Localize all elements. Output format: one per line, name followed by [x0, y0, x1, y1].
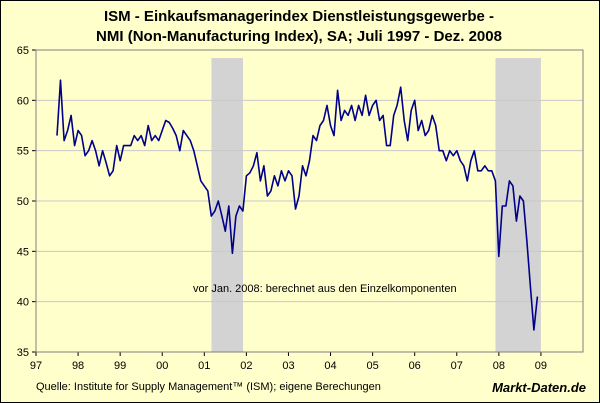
chart-title-line-2: NMI (Non-Manufacturing Index), SA; Juli …	[96, 28, 502, 45]
plot-border	[35, 49, 584, 353]
x-tick-label-97: 97	[30, 360, 42, 372]
y-tick-label-60: 60	[17, 95, 29, 107]
x-tick-label-00: 00	[156, 360, 168, 372]
x-tick-label-06: 06	[409, 360, 421, 372]
x-tick-label-02: 02	[240, 360, 252, 372]
y-tick-label-45: 45	[17, 246, 29, 258]
x-tick-label-98: 98	[72, 360, 84, 372]
x-tick-label-04: 04	[324, 360, 336, 372]
y-tick-label-65: 65	[17, 45, 29, 57]
x-tick-label-08: 08	[493, 360, 505, 372]
y-tick-label-50: 50	[17, 196, 29, 208]
x-tick-label-01: 01	[198, 360, 210, 372]
x-tick-label-99: 99	[114, 360, 126, 372]
y-tick-label-55: 55	[17, 146, 29, 158]
x-tick-label-07: 07	[451, 360, 463, 372]
source-note: Quelle: Institute for Supply Management™…	[36, 381, 381, 393]
chart-title-line-1: ISM - Einkaufsmanagerindex Dienstleistun…	[103, 8, 495, 25]
x-tick-label-05: 05	[366, 360, 378, 372]
y-tick-label-35: 35	[17, 347, 29, 359]
brand-logo-text: Markt-Daten.de	[492, 380, 586, 395]
x-tick-label-03: 03	[282, 360, 294, 372]
annotation-note: vor Jan. 2008: berechnet aus den Einzelk…	[193, 283, 457, 295]
x-tick-label-09: 09	[535, 360, 547, 372]
y-tick-label-40: 40	[17, 297, 29, 309]
nmi-series-line	[56, 79, 539, 331]
